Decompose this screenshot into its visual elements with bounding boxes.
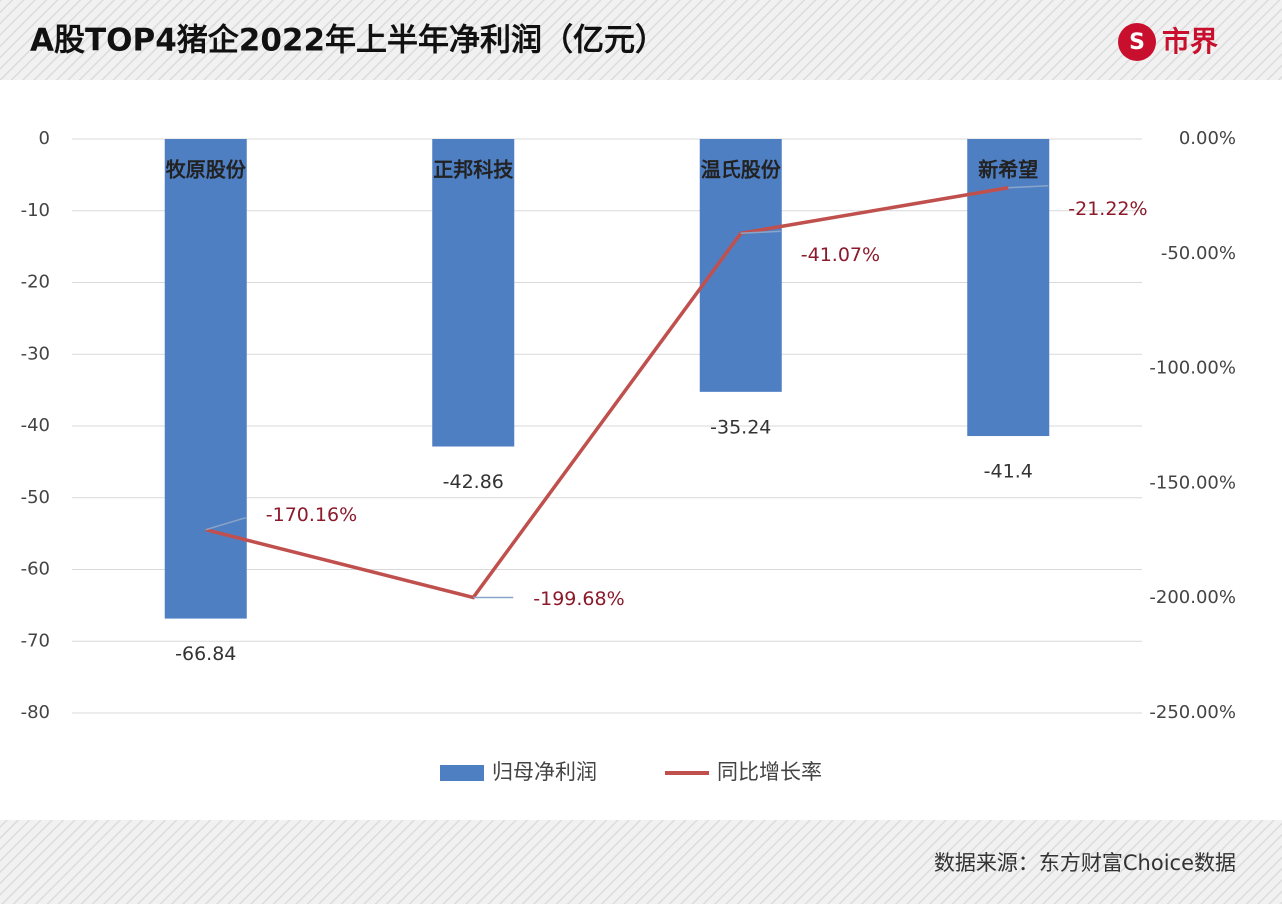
line-value-label: -199.68%: [533, 588, 624, 610]
y-tick-label: -20: [21, 272, 50, 293]
footer-band: [0, 820, 1282, 904]
label-leader: [205, 516, 246, 531]
bar: [164, 139, 247, 619]
y-tick-label: 0: [39, 128, 50, 149]
y-tick-label: -10: [21, 200, 50, 221]
y2-tick-label: -150.00%: [1149, 472, 1236, 493]
line: [205, 185, 1009, 600]
bar: [699, 139, 782, 392]
category-label: 温氏股份: [701, 158, 782, 182]
chart-title: A股TOP4猪企2022年上半年净利润（亿元）: [30, 23, 666, 59]
y2-tick-label: -250.00%: [1149, 702, 1236, 723]
bar-value-label: -35.24: [710, 416, 771, 438]
y-tick-label: -60: [21, 559, 50, 580]
bar: [432, 139, 515, 447]
bar-value-label: -41.4: [984, 461, 1033, 483]
source-note: 数据来源：东方财富Choice数据: [934, 851, 1236, 875]
label-leader: [1008, 184, 1049, 189]
line-value-label: -170.16%: [266, 504, 357, 526]
bar-value-label: -42.86: [443, 471, 504, 493]
label-leader: [740, 230, 781, 235]
y-tick-label: -50: [21, 487, 50, 508]
y2-tick-label: -100.00%: [1149, 358, 1236, 379]
category-label: 牧原股份: [166, 158, 247, 182]
line-value-label: -41.07%: [801, 244, 880, 266]
y-tick-label: -70: [21, 630, 50, 651]
legend-swatch: [440, 765, 484, 781]
bar: [967, 139, 1050, 437]
y-tick-label: -30: [21, 343, 50, 364]
category-label: 新希望: [978, 158, 1038, 182]
y-tick-label: -40: [21, 415, 50, 436]
legend-label: 同比增长率: [717, 760, 822, 784]
y2-tick-label: -50.00%: [1161, 243, 1236, 264]
category-label: 正邦科技: [433, 158, 514, 182]
y2-tick-label: -200.00%: [1149, 587, 1236, 608]
logo-icon: [1118, 23, 1156, 61]
y2-tick-label: 0.00%: [1179, 128, 1236, 149]
logo-icon-glyph: S: [1129, 30, 1145, 55]
y-tick-label: -80: [21, 702, 50, 723]
header-band: [0, 0, 1282, 80]
logo-text: 市界: [1162, 25, 1218, 58]
bar-value-label: -66.84: [175, 643, 236, 665]
logo: S 市界: [1118, 23, 1218, 61]
legend-label: 归母净利润: [492, 760, 597, 784]
line-value-label: -21.22%: [1068, 198, 1147, 220]
